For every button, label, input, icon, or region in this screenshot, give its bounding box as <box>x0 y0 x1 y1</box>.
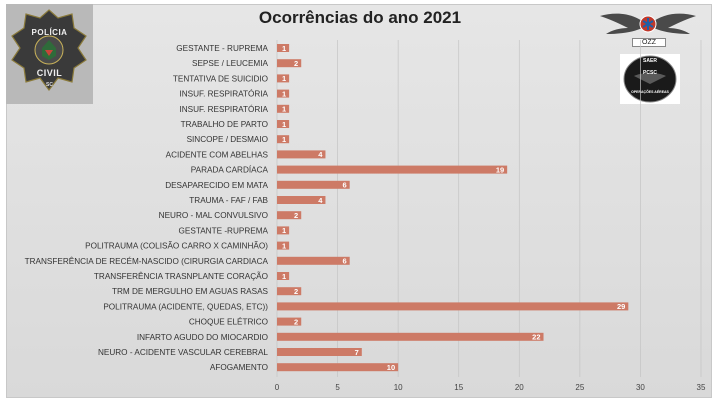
data-label: 1 <box>282 120 286 129</box>
category-label: GESTANTE -RUPREMA <box>179 226 269 235</box>
data-label: 6 <box>343 257 347 266</box>
category-label: TRANSFERÊNCIA TRASNPLANTE CORAÇÃO <box>94 271 268 281</box>
bar <box>277 44 290 52</box>
category-label: DESAPARECIDO EM MATA <box>165 181 268 190</box>
category-label: NEURO - ACIDENTE VASCULAR CEREBRAL <box>98 348 268 357</box>
x-tick-label: 5 <box>335 383 340 392</box>
x-tick-label: 30 <box>636 383 645 392</box>
data-label: 1 <box>282 89 286 98</box>
saer-shield-icon <box>623 55 677 103</box>
policia-civil-badge-logo: POLÍCIA CIVIL SC <box>6 4 93 104</box>
category-label: NEURO - MAL CONVULSIVO <box>159 211 268 220</box>
data-label: 4 <box>318 196 323 205</box>
category-label: ACIDENTE COM ABELHAS <box>166 150 269 159</box>
badge-bottom-text: CIVIL <box>36 68 63 78</box>
saer-mid-text: PCSC <box>643 70 657 76</box>
data-label: 4 <box>318 150 323 159</box>
category-label: SINCOPE / DESMAIO <box>187 135 268 144</box>
bar <box>277 211 302 220</box>
chart-frame <box>6 4 712 398</box>
category-label: PARADA CARDÍACA <box>191 165 269 175</box>
bar <box>277 287 302 296</box>
category-label: TRAUMA - FAF / FAB <box>189 196 268 205</box>
bar <box>277 317 302 326</box>
bar <box>277 302 629 311</box>
category-label: INSUF. RESPIRATÓRIA <box>179 89 268 99</box>
category-label: TRABALHO DE PARTO <box>181 120 268 129</box>
category-label: TRANSFERÊNCIA DE RECÉM-NASCIDO (CIRURGIA… <box>25 256 269 266</box>
data-label: 2 <box>294 287 298 296</box>
category-label: AFOGAMENTO <box>210 363 268 372</box>
data-label: 29 <box>617 302 625 311</box>
category-label: INSUF. RESPIRATÓRIA <box>179 104 268 114</box>
saer-bottom-text: OPERAÇÕES AÉREAS <box>631 90 669 94</box>
badge-top-text: POLÍCIA <box>31 28 68 37</box>
bar <box>277 348 362 356</box>
bar <box>277 196 326 204</box>
saer-top-text: SAER <box>643 58 657 64</box>
x-tick-label: 20 <box>515 383 524 392</box>
data-label: 2 <box>294 211 298 220</box>
bar <box>277 104 290 113</box>
bar <box>277 256 350 265</box>
category-label: INFARTO AGUDO DO MIOCARDIO <box>137 333 268 342</box>
data-label: 10 <box>387 363 395 372</box>
saer-logo: SAER PCSC OPERAÇÕES AÉREAS <box>620 54 680 104</box>
data-label: 1 <box>282 105 286 114</box>
data-label: 19 <box>496 165 504 174</box>
x-tick-label: 35 <box>697 383 706 392</box>
winged-star-of-life-icon <box>600 13 696 34</box>
data-label: 22 <box>532 333 540 342</box>
bar <box>277 241 290 250</box>
category-label: SEPSE / LEUCEMIA <box>192 59 269 68</box>
data-label: 2 <box>294 317 298 326</box>
x-tick-label: 15 <box>454 383 463 392</box>
bar <box>277 363 399 372</box>
data-label: 1 <box>282 241 286 250</box>
category-label: TRM DE MERGULHO EM AGUAS RASAS <box>112 287 269 296</box>
category-label: POLITRAUMA (COLISÃO CARRO X CAMINHÃO) <box>85 241 268 251</box>
data-label: 1 <box>282 226 286 235</box>
police-badge-icon <box>11 9 87 91</box>
data-label: 1 <box>282 44 286 53</box>
category-label: POLITRAUMA (ACIDENTE, QUEDAS, ETC)) <box>103 302 268 311</box>
bar <box>277 59 302 68</box>
bar <box>277 180 350 189</box>
data-label: 2 <box>294 59 298 68</box>
bar <box>277 272 290 280</box>
chart-title: Ocorrências do ano 2021 <box>258 8 462 27</box>
category-label: CHOQUE ELÉTRICO <box>189 317 268 327</box>
bar <box>277 89 290 98</box>
data-label: 6 <box>343 181 347 190</box>
data-label: 1 <box>282 135 286 144</box>
bar <box>277 135 290 144</box>
bar <box>277 150 326 159</box>
data-label: 7 <box>355 348 359 357</box>
data-label: 1 <box>282 272 286 281</box>
badge-state-text: SC <box>46 82 53 88</box>
category-label: TENTATIVA DE SUICIDIO <box>173 74 268 83</box>
wings-logo <box>598 8 698 48</box>
bar <box>277 120 290 128</box>
bar <box>277 226 290 235</box>
x-tick-label: 10 <box>394 383 403 392</box>
bar <box>277 332 544 341</box>
category-label: GESTANTE - RUPREMA <box>176 44 268 53</box>
x-tick-label: 0 <box>275 383 280 392</box>
bar <box>277 74 290 83</box>
ozz-label: OZZ <box>632 38 666 47</box>
x-tick-label: 25 <box>575 383 584 392</box>
data-label: 1 <box>282 74 286 83</box>
bar <box>277 165 508 174</box>
